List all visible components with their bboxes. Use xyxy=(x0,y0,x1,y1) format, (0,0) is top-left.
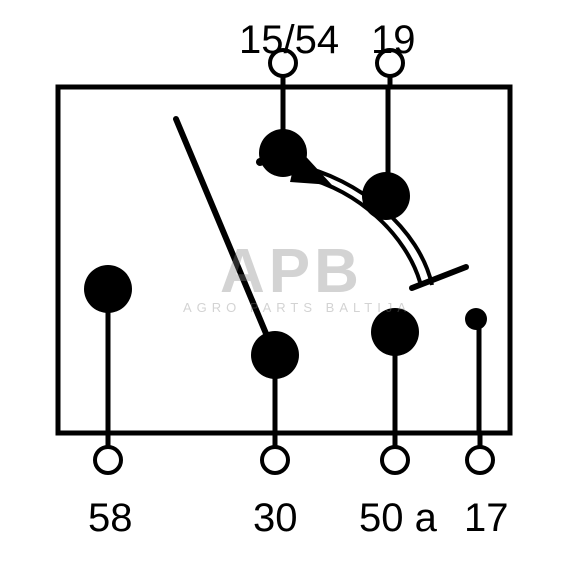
label-17: 17 xyxy=(464,496,509,541)
watermark-main: APB xyxy=(220,236,363,307)
watermark-sub: AGRO PARTS BALTIJA xyxy=(183,300,411,315)
label-15-54: 15/54 xyxy=(239,18,339,63)
label-19: 19 xyxy=(371,18,416,63)
label-58: 58 xyxy=(88,496,133,541)
label-50a: 50 a xyxy=(359,496,437,541)
label-30: 30 xyxy=(253,496,298,541)
diagram-canvas: 15/54 19 58 30 50 a 17 APB AGRO PARTS BA… xyxy=(0,0,562,562)
